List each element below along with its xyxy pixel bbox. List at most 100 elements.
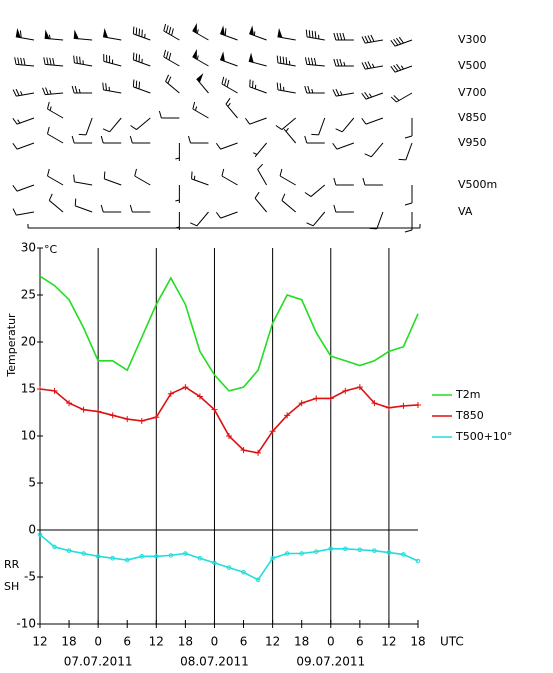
wind-barb <box>73 55 93 67</box>
series-line <box>39 534 419 581</box>
y-tick-label: 15 <box>21 382 36 396</box>
series-marker <box>109 412 116 419</box>
series-marker <box>328 546 334 552</box>
wind-barb <box>304 85 325 94</box>
series-line <box>39 275 419 392</box>
wind-barb <box>281 193 297 213</box>
wind-barb <box>134 168 151 186</box>
wind-barb <box>12 142 35 150</box>
series-marker <box>385 404 392 411</box>
series-marker <box>284 551 290 556</box>
wind-barb <box>333 177 354 186</box>
wind-barb <box>277 28 296 41</box>
y-unit: °C <box>44 243 58 256</box>
series-marker <box>52 544 57 550</box>
series-marker <box>197 555 203 561</box>
series-marker <box>226 565 232 570</box>
x-tick-label: 12 <box>381 635 396 649</box>
y-tick-label: 10 <box>21 429 36 443</box>
wind-barb <box>102 28 122 41</box>
wind-barb <box>190 211 209 227</box>
wind-barb <box>73 174 93 186</box>
series-marker <box>138 417 145 424</box>
wind-barb <box>305 29 325 41</box>
series-marker <box>357 547 363 553</box>
series-marker <box>415 401 421 408</box>
wind-barb <box>276 82 296 94</box>
side-label: RR <box>4 558 20 571</box>
series-marker <box>372 548 377 553</box>
wind-barb <box>132 52 151 67</box>
wind-barb <box>390 92 413 103</box>
series-marker <box>81 551 86 556</box>
series-marker <box>66 400 73 407</box>
wind-barb <box>249 25 267 41</box>
wind-barb <box>44 29 64 41</box>
series-marker <box>167 390 174 397</box>
wind-barb <box>219 25 238 41</box>
series-marker <box>153 414 160 421</box>
series-marker <box>95 408 102 415</box>
wind-barb <box>254 191 267 213</box>
series-marker <box>226 433 232 439</box>
wind-barb <box>257 163 268 186</box>
y-tick-label: -10 <box>16 617 36 631</box>
wind-barb <box>404 212 413 233</box>
wind-barb <box>361 117 384 125</box>
series-marker <box>313 395 320 402</box>
wind-barb <box>100 135 122 144</box>
wind-barb <box>332 142 355 150</box>
wind-barb <box>129 204 151 213</box>
wind-barb <box>103 54 122 67</box>
x-tick-label: 0 <box>94 635 102 649</box>
wind-barb <box>129 135 151 144</box>
y-axis-label: Temperatur <box>5 313 18 378</box>
wind-barb <box>163 49 180 67</box>
wind-barb <box>175 212 180 230</box>
x-tick-label: 12 <box>32 635 47 649</box>
series-marker <box>37 532 43 538</box>
wind-barb <box>333 58 354 67</box>
wind-barb <box>43 57 64 67</box>
wind-barb <box>100 204 122 213</box>
wind-barb <box>362 177 383 186</box>
legend-label: T850 <box>455 409 484 422</box>
wind-barb <box>73 29 93 41</box>
x-tick-label: 6 <box>356 635 364 649</box>
series-marker <box>269 428 276 435</box>
wind-barb <box>304 184 326 197</box>
wind-barb <box>306 211 326 227</box>
wind-barb <box>304 135 325 144</box>
wind-barb <box>283 127 297 144</box>
wind-barb <box>398 142 413 161</box>
y-tick-label: 20 <box>21 335 36 349</box>
wind-barb <box>335 117 355 133</box>
y-tick-label: 30 <box>21 241 36 255</box>
series-marker <box>386 550 392 555</box>
wind-barb <box>369 211 384 230</box>
wind-barb <box>225 97 238 119</box>
wind-barb <box>175 185 180 203</box>
wind-barb <box>191 171 209 186</box>
wind-barb <box>404 185 413 206</box>
wind-barb <box>158 110 180 119</box>
series-line <box>39 386 419 454</box>
series-marker <box>241 570 246 575</box>
date-label: 08.07.2011 <box>180 655 249 669</box>
series-marker <box>182 384 189 391</box>
wind-barb <box>103 171 122 186</box>
series-marker <box>154 554 159 559</box>
series-marker <box>51 387 58 394</box>
x-tick-label: 18 <box>178 635 193 649</box>
wind-barb <box>253 142 267 158</box>
wind-barb <box>219 51 238 67</box>
x-tick-label: 0 <box>327 635 335 649</box>
series-marker <box>327 395 334 402</box>
series-marker <box>343 546 348 552</box>
wind-barb <box>71 85 93 94</box>
wind-barb <box>15 28 35 41</box>
wind-barb <box>364 142 384 158</box>
wind-barb <box>215 142 238 150</box>
series-marker <box>299 551 304 556</box>
wind-barb <box>361 91 384 100</box>
